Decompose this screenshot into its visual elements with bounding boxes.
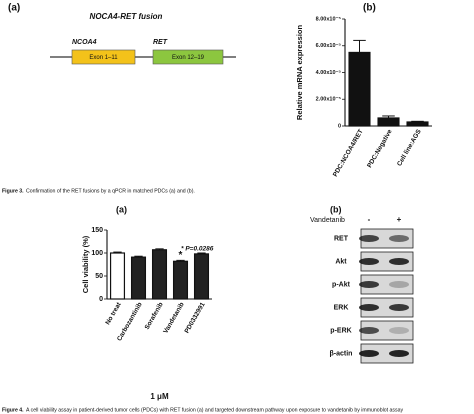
gene-name: NCOA4 [72,39,97,46]
blot-band [359,304,379,311]
x-tick-label: PDC:NCOA4/RET [332,128,365,178]
blot-band [359,327,379,334]
exon-label: Exon 12–19 [172,55,205,61]
bar [130,256,147,300]
blot-band [389,304,409,311]
diagram-title: NOCA4-RET fusion [90,12,163,21]
lane-label: + [397,215,402,224]
blot-row-label: ERK [334,304,349,311]
y-axis-label: Relative mRNA expression [295,25,304,121]
caption-label: Figure 3. [2,188,24,194]
blot-band [359,235,379,242]
y-tick-label: 8.00x10⁻⁵ [316,16,342,22]
x-tick-label: No treat [104,301,123,326]
caption-label: Figure 4. [2,407,24,413]
bar [151,249,168,300]
x-tick-label: PDC:Negative [366,128,394,169]
y-tick-label: 0 [99,296,103,303]
blot-band [359,281,379,288]
y-tick-label: 6.00x10⁻⁵ [316,43,342,49]
blot-band [389,281,409,288]
blot-band [389,350,409,357]
x-tick-label: Cell line:AGS [396,128,423,168]
panel-label: (b) [330,204,342,214]
exon-box [71,49,136,65]
treatment-label: Vandetanib [310,217,345,224]
bar [348,51,371,127]
y-tick-label: 0 [338,123,341,129]
y-tick-label: 4.00x10⁻⁵ [316,70,342,76]
blot-row-label: p-Akt [332,281,351,288]
y-tick-label: 50 [95,273,103,280]
blot-band [389,327,409,334]
blot-band [389,258,409,265]
caption: A cell viability assay in patient-derive… [26,407,403,413]
blot-band [359,350,379,357]
panel-label: (b) [363,3,376,14]
y-axis-label: Cell viability (%) [81,235,90,293]
y-tick-label: 100 [91,250,103,257]
blot-row-label: Akt [335,258,347,265]
lane-label: - [368,215,371,224]
caption: Confirmation of the RET fusions by a qPC… [26,188,195,194]
y-tick-label: 150 [91,227,103,234]
exon-label: Exon 1–11 [89,55,118,61]
bar [406,121,429,127]
panel-label: (a) [116,204,127,214]
blot-row-label: RET [334,235,349,242]
blot-band [359,258,379,265]
panel-label: (a) [8,3,20,14]
x-tick-label: PD0332991 [183,301,206,335]
blot-row-label: β-actin [330,350,353,357]
blot-band [389,235,409,242]
blot-row-label: p-ERK [330,327,351,334]
significance-mark: * [179,250,183,261]
exon-box [152,49,224,65]
bar [172,260,189,300]
y-tick-label: 2.00x10⁻⁵ [316,97,342,103]
bar [109,252,126,300]
x-tick-label: Vandetanib [162,301,185,335]
gene-name: RET [153,39,168,46]
x-tick-label: Sorafenib [144,301,165,330]
bar [377,117,400,127]
bar [193,253,210,300]
x-axis-label: 1 μM [150,392,169,401]
annotation: * P=0.0286 [181,246,214,253]
